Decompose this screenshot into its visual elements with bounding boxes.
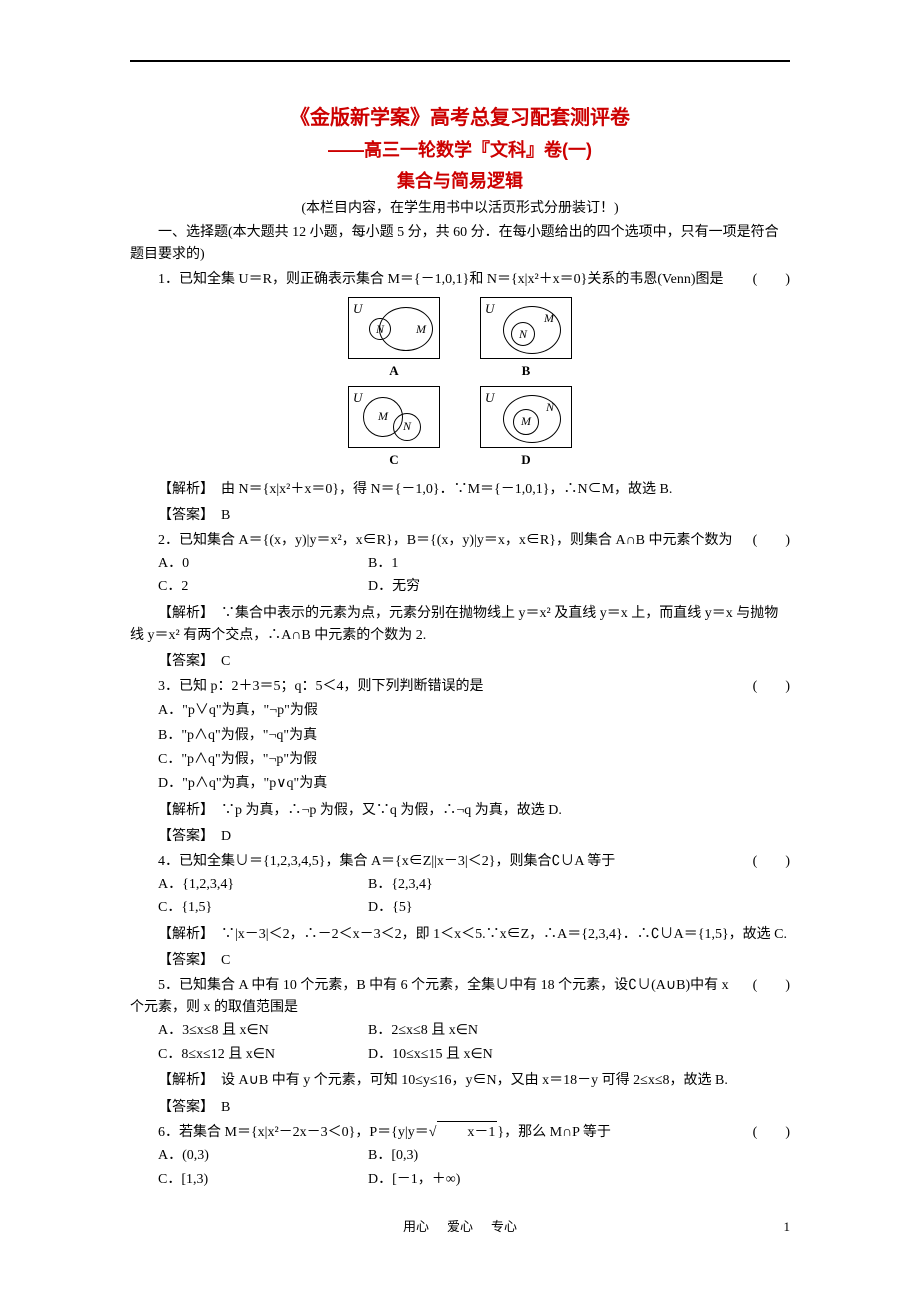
q4-opts-1: A．{1,2,3,4} B．{2,3,4} xyxy=(130,874,790,896)
q3-stem: 3．已知 p：2＋3＝5；q：5＜4，则下列判断错误的是 xyxy=(130,676,733,698)
q2-stem-row: 2．已知集合 A＝{(x，y)|y＝x²，x∈R}，B＝{(x，y)|y＝x，x… xyxy=(130,530,790,552)
q4-answer: 【答案】 C xyxy=(130,948,790,972)
q1-answer: 【答案】 B xyxy=(130,503,790,527)
q4-opt-c: C．{1,5} xyxy=(158,897,368,919)
section-heading: 一、选择题(本大题共 12 小题，每小题 5 分，共 60 分．在每小题给出的四… xyxy=(130,222,790,267)
q6-opts-2: C．[1,3) D．[－1，＋∞) xyxy=(130,1169,790,1191)
q3-opt-b: B．"p∧q"为假，"¬q"为真 xyxy=(130,725,790,747)
venn-caption-d: D xyxy=(480,450,572,471)
venn-inner-circle: M xyxy=(513,409,539,435)
q2-opt-a: A．0 xyxy=(158,553,368,575)
sub-note: (本栏目内容，在学生用书中以活页形式分册装订！) xyxy=(130,198,790,220)
q5-answer: 【答案】 B xyxy=(130,1095,790,1119)
q5-opt-c: C．8≤x≤12 且 x∈N xyxy=(158,1044,368,1066)
q3-answer: 【答案】 D xyxy=(130,824,790,848)
q3-paren: ( ) xyxy=(733,676,790,698)
q3-opt-c: C．"p∧q"为假，"¬p"为假 xyxy=(130,749,790,771)
venn-caption-c: C xyxy=(348,450,440,471)
q2-opts-1: A．0 B．1 xyxy=(130,553,790,575)
q3-stem-row: 3．已知 p：2＋3＝5；q：5＜4，则下列判断错误的是 ( ) xyxy=(130,676,790,698)
q6-opt-a: A．(0,3) xyxy=(158,1145,368,1167)
q2-opt-b: B．1 xyxy=(368,553,578,575)
venn-D: U N M D xyxy=(480,386,572,471)
venn-row-1: U M N A U M N B xyxy=(130,297,790,382)
title-line-3: 集合与简易逻辑 xyxy=(130,167,790,196)
venn-u-label: U xyxy=(353,299,362,320)
venn-C: U M N C xyxy=(348,386,440,471)
q6-opt-d: D．[－1，＋∞) xyxy=(368,1169,578,1191)
q5-opt-d: D．10≤x≤15 且 x∈N xyxy=(368,1044,578,1066)
q5-opt-b: B．2≤x≤8 且 x∈N xyxy=(368,1020,578,1042)
q3-opt-a: A．"p∨q"为真，"¬p"为假 xyxy=(130,700,790,722)
q2-analysis: 【解析】 ∵集合中表示的元素为点，元素分别在抛物线上 y＝x² 及直线 y＝x … xyxy=(130,601,790,648)
venn-u-label: U xyxy=(485,299,494,320)
title-line-1: 《金版新学案》高考总复习配套测评卷 xyxy=(130,102,790,134)
venn-inner-circle: N xyxy=(369,318,391,340)
q4-opts-2: C．{1,5} D．{5} xyxy=(130,897,790,919)
q3-opt-d: D．"p∧q"为真，"p∨q"为真 xyxy=(130,773,790,795)
q2-paren: ( ) xyxy=(733,530,790,552)
q5-analysis: 【解析】 设 A∪B 中有 y 个元素，可知 10≤y≤16，y∈N，又由 x＝… xyxy=(130,1068,790,1092)
page: 《金版新学案》高考总复习配套测评卷 ——高三一轮数学『文科』卷(一) 集合与简易… xyxy=(0,0,920,1278)
q2-stem: 2．已知集合 A＝{(x，y)|y＝x²，x∈R}，B＝{(x，y)|y＝x，x… xyxy=(130,530,733,552)
q4-opt-a: A．{1,2,3,4} xyxy=(158,874,368,896)
venn-row-2: U M N C U N M D xyxy=(130,386,790,471)
q2-answer: 【答案】 C xyxy=(130,649,790,673)
q2-opts-2: C．2 D．无穷 xyxy=(130,576,790,598)
q3-analysis: 【解析】 ∵p 为真，∴¬p 为假，又∵q 为假，∴¬q 为真，故选 D. xyxy=(130,798,790,822)
q5-opt-a: A．3≤x≤8 且 x∈N xyxy=(158,1020,368,1042)
top-rule xyxy=(130,60,790,62)
q6-stem-row: 6．若集合 M＝{x|x²－2x－3＜0}，P＝{y|y＝√x－1}，那么 M∩… xyxy=(130,1121,790,1144)
venn-A: U M N A xyxy=(348,297,440,382)
q6-opt-c: C．[1,3) xyxy=(158,1169,368,1191)
q5-opts-1: A．3≤x≤8 且 x∈N B．2≤x≤8 且 x∈N xyxy=(130,1020,790,1042)
q6-opt-b: B．[0,3) xyxy=(368,1145,578,1167)
q4-stem-row: 4．已知全集∪＝{1,2,3,4,5}，集合 A＝{x∈Z||x－3|＜2}，则… xyxy=(130,851,790,873)
q1-paren: ( ) xyxy=(733,269,790,291)
q1-stem: 1．已知全集 U＝R，则正确表示集合 M＝{－1,0,1}和 N＝{x|x²＋x… xyxy=(130,269,733,291)
q4-opt-d: D．{5} xyxy=(368,897,578,919)
q5-stem: 5．已知集合 A 中有 10 个元素，B 中有 6 个元素，全集∪中有 18 个… xyxy=(130,975,733,1020)
footer: 用心 爱心 专心 xyxy=(130,1217,790,1238)
footer-b: 爱心 xyxy=(447,1217,473,1238)
sqrt-expr: x－1 xyxy=(437,1121,497,1144)
q2-opt-c: C．2 xyxy=(158,576,368,598)
q4-stem: 4．已知全集∪＝{1,2,3,4,5}，集合 A＝{x∈Z||x－3|＜2}，则… xyxy=(130,851,733,873)
q4-opt-b: B．{2,3,4} xyxy=(368,874,578,896)
venn-caption-b: B xyxy=(480,361,572,382)
title-line-2: ——高三一轮数学『文科』卷(一) xyxy=(130,136,790,165)
q5-paren: ( ) xyxy=(733,975,790,997)
q4-analysis: 【解析】 ∵|x－3|＜2，∴－2＜x－3＜2，即 1＜x＜5.∵x∈Z，∴A＝… xyxy=(130,922,790,946)
q6-paren: ( ) xyxy=(733,1122,790,1144)
venn-u-label: U xyxy=(485,388,494,409)
footer-c: 专心 xyxy=(491,1217,517,1238)
venn-B: U M N B xyxy=(480,297,572,382)
venn-n-circle: N xyxy=(393,413,421,441)
q1-stem-row: 1．已知全集 U＝R，则正确表示集合 M＝{－1,0,1}和 N＝{x|x²＋x… xyxy=(130,269,790,291)
q2-opt-d: D．无穷 xyxy=(368,576,578,598)
q5-opts-2: C．8≤x≤12 且 x∈N D．10≤x≤15 且 x∈N xyxy=(130,1044,790,1066)
venn-inner-circle: N xyxy=(511,322,535,346)
venn-u-label: U xyxy=(353,388,362,409)
venn-diagrams: U M N A U M N B U M N xyxy=(130,297,790,471)
q1-analysis: 【解析】 由 N＝{x|x²＋x＝0}，得 N＝{－1,0}．∵M＝{－1,0,… xyxy=(130,477,790,501)
q6-opts-1: A．(0,3) B．[0,3) xyxy=(130,1145,790,1167)
page-number: 1 xyxy=(784,1217,791,1238)
q5-stem-row: 5．已知集合 A 中有 10 个元素，B 中有 6 个元素，全集∪中有 18 个… xyxy=(130,975,790,1020)
q6-stem: 6．若集合 M＝{x|x²－2x－3＜0}，P＝{y|y＝√x－1}，那么 M∩… xyxy=(130,1121,733,1144)
q4-paren: ( ) xyxy=(733,851,790,873)
venn-caption-a: A xyxy=(348,361,440,382)
footer-a: 用心 xyxy=(403,1217,429,1238)
